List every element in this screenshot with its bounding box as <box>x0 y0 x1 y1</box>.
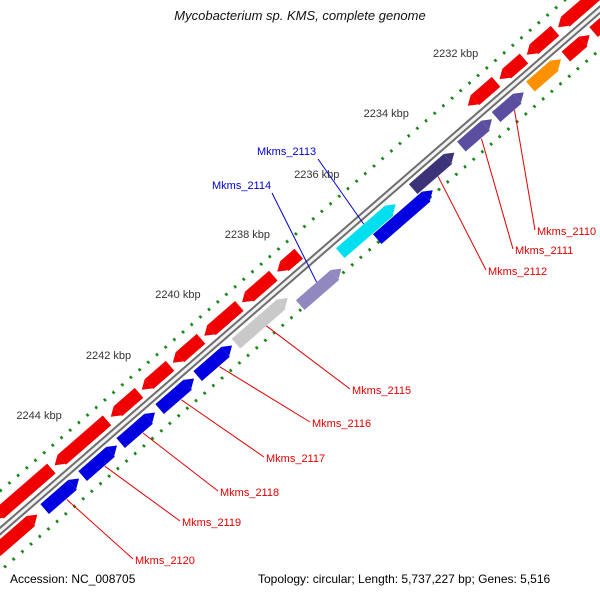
gene-label-Mkms_2120[interactable]: Mkms_2120 <box>135 555 195 567</box>
kbp-tick-label: 2240 kbp <box>155 289 201 302</box>
gene-label-Mkms_2117[interactable]: Mkms_2117 <box>266 453 326 465</box>
gene-label-Mkms_2116[interactable]: Mkms_2116 <box>312 418 372 430</box>
gene-label-Mkms_2115[interactable]: Mkms_2115 <box>352 385 412 397</box>
gene-label-Mkms_2114[interactable]: Mkms_2114 <box>212 180 272 192</box>
kbp-tick-label: 2242 kbp <box>85 349 132 362</box>
gene-label-Mkms_2113[interactable]: Mkms_2113 <box>257 146 317 158</box>
footer-stats: Topology: circular; Length: 5,737,227 bp… <box>258 572 551 586</box>
gene-label-Mkms_2112[interactable]: Mkms_2112 <box>488 266 548 278</box>
kbp-tick-label: 2236 kbp <box>294 168 340 181</box>
kbp-tick-label: 2234 kbp <box>363 108 409 121</box>
gene-label-Mkms_2110[interactable]: Mkms_2110 <box>537 226 597 238</box>
kbp-tick-label: 2244 kbp <box>16 410 62 423</box>
gene-label-Mkms_2111[interactable]: Mkms_2111 <box>515 245 574 257</box>
kbp-tick-label: 2238 kbp <box>224 229 270 241</box>
footer-accession: Accession: NC_008705 <box>10 572 136 586</box>
kbp-tick-label: 2232 kbp <box>433 47 479 60</box>
page-title: Mycobacterium sp. KMS, complete genome <box>174 8 426 23</box>
gene-label-Mkms_2119[interactable]: Mkms_2119 <box>182 517 242 529</box>
gene-label-Mkms_2118[interactable]: Mkms_2118 <box>220 487 280 499</box>
gene-body <box>296 270 340 311</box>
